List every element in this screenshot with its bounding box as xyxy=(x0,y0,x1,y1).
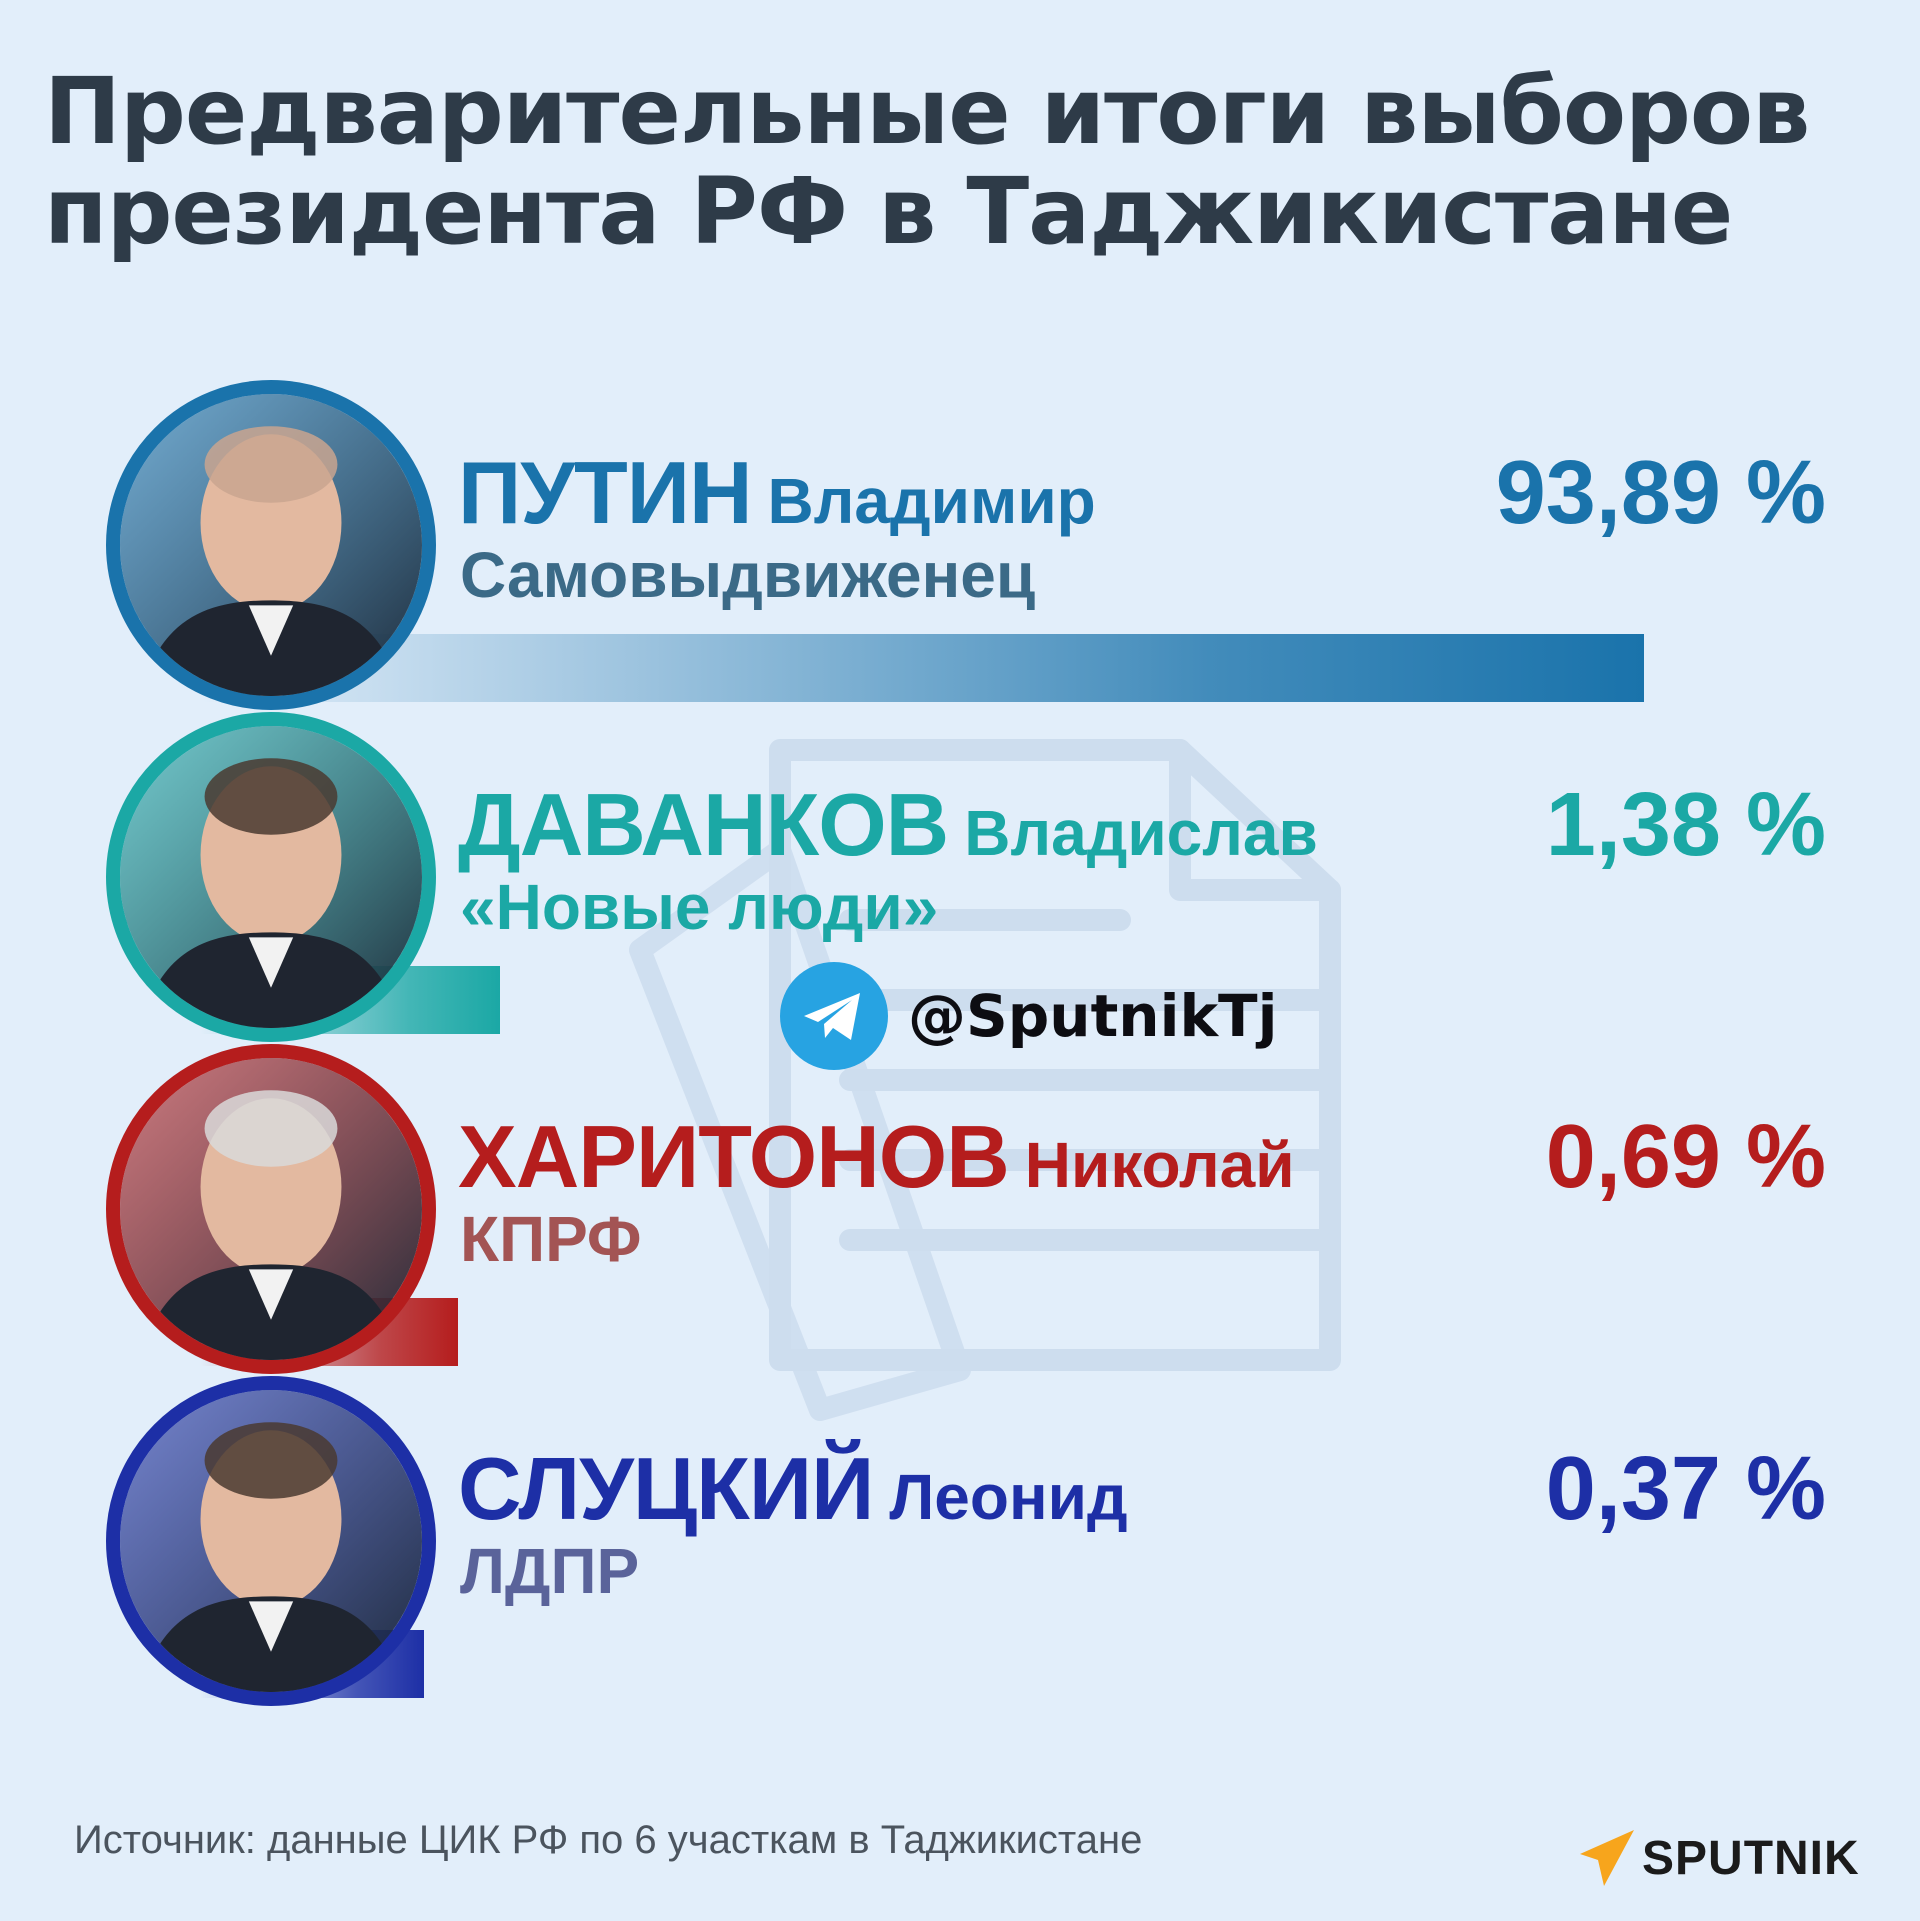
candidate-row: ХАРИТОНОВ Николай КПРФ 0,69 % xyxy=(0,1044,1920,1374)
source-note: Источник: данные ЦИК РФ по 6 участкам в … xyxy=(74,1818,1143,1862)
candidate-surname: ПУТИН xyxy=(458,443,753,542)
candidate-photo xyxy=(106,712,436,1042)
person-silhouette-icon xyxy=(120,1058,422,1360)
data-label: 93,89 % xyxy=(1495,443,1826,543)
candidate-party: КПРФ xyxy=(460,1203,642,1275)
telegram-handle[interactable]: @SputnikTj xyxy=(780,962,1278,1070)
candidate-name: ХАРИТОНОВ Николай xyxy=(458,1106,1295,1208)
person-silhouette-icon xyxy=(120,726,422,1028)
candidate-photo xyxy=(106,1044,436,1374)
candidate-name: ПУТИН Владимир xyxy=(458,442,1096,544)
candidate-name: ДАВАНКОВ Владислав xyxy=(458,774,1318,876)
candidate-surname: СЛУЦКИЙ xyxy=(458,1439,874,1538)
data-label: 0,69 % xyxy=(1545,1107,1826,1207)
candidate-first-name: Владимир xyxy=(767,465,1096,537)
telegram-handle-text: @SputnikTj xyxy=(908,982,1278,1050)
candidate-first-name: Леонид xyxy=(889,1461,1128,1533)
candidate-row: ПУТИН Владимир Самовыдвиженец 93,89 % xyxy=(0,380,1920,710)
candidate-row: ДАВАНКОВ Владислав «Новые люди» 1,38 % xyxy=(0,712,1920,1042)
person-silhouette-icon xyxy=(120,1390,422,1692)
result-bar xyxy=(200,634,1645,702)
candidate-first-name: Владислав xyxy=(964,797,1318,869)
data-label: 0,37 % xyxy=(1545,1439,1826,1539)
sputnik-arrow-icon xyxy=(1580,1830,1634,1886)
candidate-party: ЛДПР xyxy=(460,1535,640,1607)
candidate-surname: ХАРИТОНОВ xyxy=(458,1107,1010,1206)
candidate-surname: ДАВАНКОВ xyxy=(458,775,949,874)
document-watermark-icon xyxy=(629,739,1341,1421)
page-title: Предварительные итоги выборов президента… xyxy=(44,62,1904,262)
sputnik-logo: SPUTNIK xyxy=(1576,1818,1860,1898)
candidate-photo xyxy=(106,1376,436,1706)
candidate-party: Самовыдвиженец xyxy=(460,539,1036,611)
data-label: 1,38 % xyxy=(1545,775,1826,875)
candidate-photo xyxy=(106,380,436,710)
logo-text: SPUTNIK xyxy=(1642,1831,1860,1885)
person-silhouette-icon xyxy=(120,394,422,696)
candidate-name: СЛУЦКИЙ Леонид xyxy=(458,1438,1128,1540)
telegram-icon xyxy=(780,962,888,1070)
candidate-first-name: Николай xyxy=(1024,1129,1295,1201)
candidate-row: СЛУЦКИЙ Леонид ЛДПР 0,37 % xyxy=(0,1376,1920,1706)
title-line-1: Предварительные итоги выборов xyxy=(44,58,1810,165)
title-line-2: президента РФ в Таджикистане xyxy=(44,158,1733,265)
candidate-party: «Новые люди» xyxy=(460,871,939,943)
